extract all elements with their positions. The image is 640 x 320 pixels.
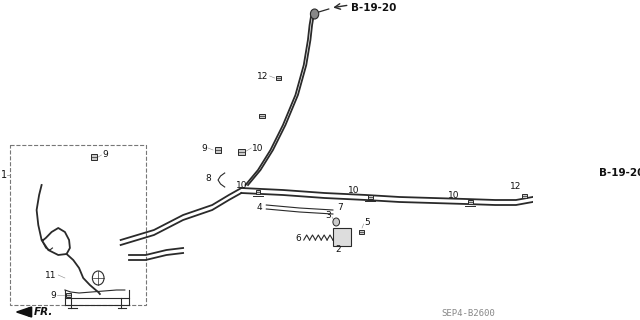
Bar — [259, 114, 265, 118]
Text: 1: 1 — [1, 170, 6, 180]
Bar — [255, 190, 260, 194]
Bar — [276, 76, 282, 80]
Bar — [468, 200, 472, 204]
Text: FR.: FR. — [33, 307, 52, 317]
Text: 9: 9 — [51, 291, 56, 300]
Text: 10: 10 — [348, 186, 360, 195]
Bar — [214, 147, 221, 153]
Text: 10: 10 — [252, 143, 264, 153]
Text: 5: 5 — [365, 218, 371, 227]
Circle shape — [333, 218, 340, 226]
Circle shape — [559, 178, 568, 188]
Bar — [368, 195, 372, 199]
Text: 8: 8 — [205, 173, 211, 182]
Text: 9: 9 — [202, 143, 207, 153]
Bar — [333, 228, 351, 246]
Text: 11: 11 — [45, 270, 56, 279]
Text: 12: 12 — [510, 181, 522, 190]
Bar — [238, 149, 244, 155]
Text: 12: 12 — [257, 71, 268, 81]
Text: B-19-20: B-19-20 — [351, 3, 397, 13]
Text: 3: 3 — [326, 211, 332, 220]
Circle shape — [310, 9, 319, 19]
Bar — [65, 292, 71, 297]
Bar — [10, 145, 146, 305]
Bar — [522, 194, 527, 198]
Text: 4: 4 — [257, 203, 262, 212]
Text: 10: 10 — [236, 180, 247, 189]
Bar — [358, 230, 364, 235]
Text: B-19-20: B-19-20 — [599, 168, 640, 178]
Text: 6: 6 — [296, 234, 301, 243]
Text: SEP4-B2600: SEP4-B2600 — [441, 308, 495, 317]
Text: 9: 9 — [102, 149, 108, 158]
Text: 7: 7 — [337, 203, 343, 212]
Text: 10: 10 — [448, 190, 460, 199]
Polygon shape — [17, 307, 31, 317]
Bar — [91, 154, 97, 160]
Text: 2: 2 — [335, 245, 340, 254]
